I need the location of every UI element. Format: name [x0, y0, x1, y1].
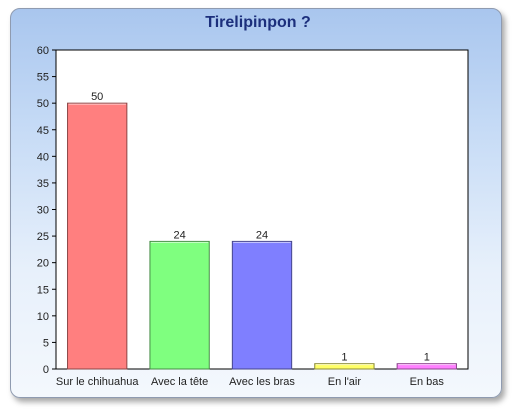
y-tick-label: 40	[37, 151, 49, 163]
y-tick-label: 25	[37, 231, 49, 243]
y-tick-label: 45	[37, 125, 49, 137]
y-tick-label: 55	[37, 72, 49, 84]
bar	[67, 102, 128, 370]
y-tick-label: 60	[37, 45, 49, 57]
data-label: 50	[91, 91, 103, 103]
axis-layer: 0 5 10 15 20 25 30 35 40 45 50 55 60 Sur le chihuahua…	[37, 45, 445, 388]
bar	[314, 363, 375, 370]
data-label: 1	[424, 352, 430, 364]
bar-layer: 50 24 24 1 1	[67, 91, 457, 370]
data-label: 1	[341, 352, 347, 364]
y-tick-label: 20	[37, 258, 49, 270]
y-tick-label: 50	[37, 98, 49, 110]
x-tick-label: En bas	[410, 376, 445, 388]
y-tick-label: 10	[37, 311, 49, 323]
bar	[231, 240, 293, 370]
y-tick-label: 30	[37, 205, 49, 217]
x-tick-label: Sur le chihuahua	[56, 376, 139, 388]
x-tick-label: Avec les bras	[229, 376, 295, 388]
bar	[149, 240, 210, 370]
chart-title: Tirelipinpon ?	[205, 14, 311, 31]
y-tick-label: 35	[37, 178, 49, 190]
data-label: 24	[256, 229, 268, 241]
y-tick-label: 0	[43, 364, 49, 376]
y-tick-label: 5	[43, 337, 49, 349]
x-tick-label: Avec la tête	[151, 376, 208, 388]
y-tick-label: 15	[37, 284, 49, 296]
data-label: 24	[173, 229, 185, 241]
x-tick-label: En l'air	[328, 376, 362, 388]
bar	[396, 363, 457, 370]
